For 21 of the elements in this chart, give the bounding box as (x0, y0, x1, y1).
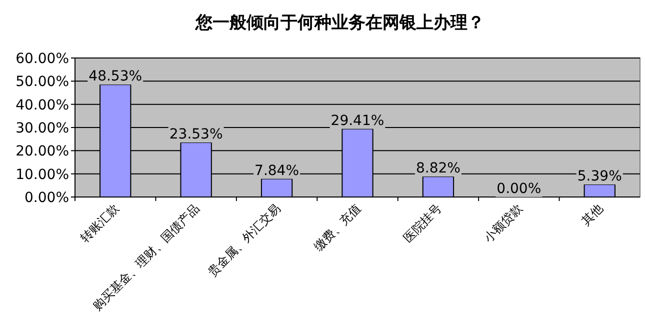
x-tick-label: 小额贷款 (481, 201, 526, 246)
y-tick-label: 0.00% (24, 190, 69, 206)
x-tick-label: 转账汇款 (78, 201, 122, 246)
y-tick-label: 60.00% (16, 51, 69, 67)
data-label: 23.53% (169, 126, 223, 142)
y-tick-label: 30.00% (16, 120, 69, 136)
x-tick-label: 医院挂号 (400, 201, 444, 246)
data-label: 5.39% (577, 168, 622, 185)
x-tick-label: 贵金属、外汇交易 (205, 201, 283, 280)
y-tick-label: 50.00% (16, 74, 69, 90)
data-label: 8.82% (416, 160, 460, 177)
y-tick-label: 20.00% (16, 144, 69, 160)
data-label: 29.41% (330, 112, 384, 129)
data-label: 48.53% (88, 68, 142, 85)
y-tick-label: 40.00% (16, 97, 69, 114)
x-tick-label: 其他 (578, 201, 606, 228)
x-tick-label: 缴费、充值 (311, 201, 364, 254)
chart-title: 您一般倾向于何种业务在网银上办理？ (194, 13, 484, 33)
y-tick-label: 10.00% (16, 166, 69, 183)
data-label: 0.00% (496, 181, 542, 197)
data-label: 7.84% (254, 162, 300, 179)
